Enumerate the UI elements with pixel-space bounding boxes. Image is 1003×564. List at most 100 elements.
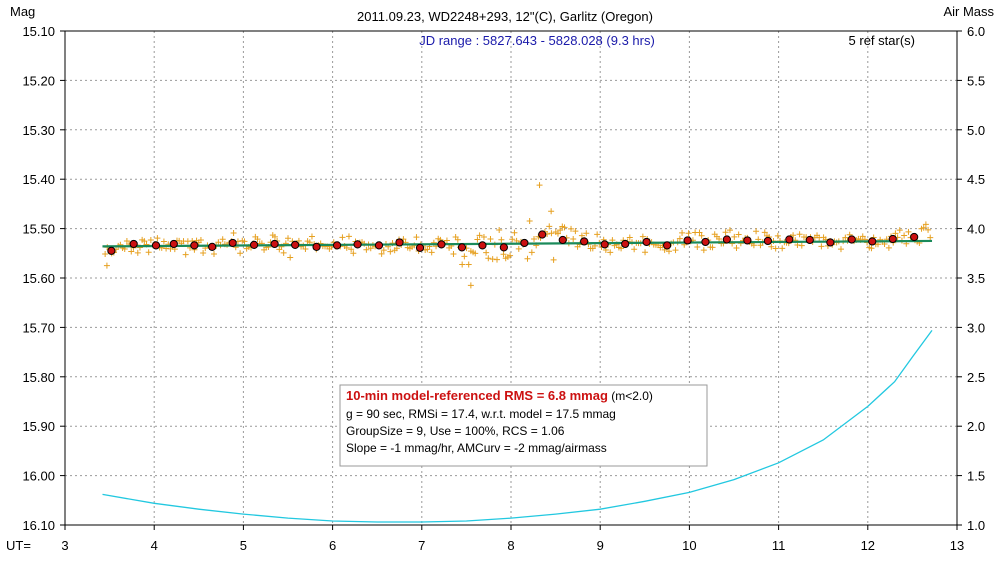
individual-point (123, 238, 130, 245)
individual-point (920, 224, 927, 231)
individual-point (779, 245, 786, 252)
individual-point (837, 246, 844, 253)
individual-point (102, 250, 109, 257)
y-right-tick-label: 4.5 (967, 172, 985, 187)
individual-point (583, 230, 590, 237)
individual-point (531, 236, 538, 243)
individual-point (735, 231, 742, 238)
individual-point (557, 227, 564, 234)
individual-point (607, 249, 614, 256)
model-fit-line (102, 239, 933, 248)
individual-point (639, 233, 646, 240)
individual-point (594, 231, 601, 238)
individual-point (511, 229, 518, 236)
group-mean-point (478, 241, 487, 250)
group-mean-point (129, 239, 138, 249)
group-mean-point (270, 239, 279, 249)
individual-point (287, 254, 294, 261)
individual-point (561, 224, 568, 231)
individual-point (922, 221, 929, 228)
group-mean-point (600, 240, 609, 249)
x-axis-label: UT= (6, 538, 31, 553)
y-right-tick-label: 6.0 (967, 24, 985, 39)
individual-point (796, 231, 803, 238)
individual-point (480, 233, 487, 240)
x-tick-label: 10 (682, 538, 696, 553)
jd-range: JD range : 5827.643 - 5828.028 (9.3 hrs) (419, 33, 655, 48)
airmass-curve (102, 330, 933, 523)
individual-point (772, 245, 779, 252)
group-mean-point (353, 240, 362, 249)
group-mean-point (250, 240, 259, 250)
individual-point (694, 244, 701, 251)
group-mean-point (663, 241, 672, 250)
group-mean-point (332, 241, 342, 250)
individual-point (200, 249, 207, 256)
individual-point (842, 234, 849, 241)
individual-point (285, 235, 292, 242)
group-mean-point (701, 237, 710, 247)
individual-point (454, 236, 461, 243)
individual-point (818, 243, 825, 250)
x-tick-label: 11 (772, 538, 786, 553)
stats-line-1: 10-min model-referenced RMS = 6.8 mmag (… (346, 388, 653, 403)
individual-point (367, 245, 374, 252)
individual-point (280, 249, 287, 256)
individual-point (927, 234, 934, 241)
individual-point (485, 255, 492, 262)
individual-point (350, 250, 357, 257)
stats-line-2: g = 90 sec, RMSi = 17.4, w.r.t. model = … (346, 407, 616, 421)
group-mean-point (888, 234, 897, 244)
individual-point (197, 237, 204, 244)
group-mean-point (580, 237, 589, 246)
individual-point (487, 236, 494, 243)
rms-value: 10-min model-referenced RMS = 6.8 mmag (346, 388, 608, 403)
group-mean-point (107, 246, 116, 255)
individual-point (572, 228, 579, 235)
individual-point (685, 230, 692, 237)
group-mean-point (538, 230, 547, 239)
group-mean-point (743, 236, 752, 245)
individual-point (467, 282, 474, 289)
right-axis-label: Air Mass (943, 4, 994, 19)
individual-point (237, 250, 244, 257)
individual-point (526, 218, 533, 225)
y-left-tick-label: 16.10 (22, 518, 55, 533)
group-mean-point (910, 232, 919, 242)
rms-condition: (m<2.0) (608, 389, 653, 403)
group-mean-point (763, 236, 772, 246)
individual-point (700, 247, 707, 254)
individual-point (761, 229, 768, 236)
individual-point (901, 232, 908, 239)
x-tick-label: 4 (151, 538, 158, 553)
individual-point (210, 250, 217, 257)
individual-point (128, 248, 135, 255)
y-left-tick-label: 15.80 (22, 370, 55, 385)
individual-point (709, 244, 716, 251)
individual-point (618, 245, 625, 252)
individual-point (570, 235, 577, 242)
group-mean-point (826, 238, 835, 247)
group-mean-point (847, 235, 856, 244)
individual-point (905, 228, 912, 235)
x-tick-label: 6 (329, 538, 336, 553)
individual-point (507, 252, 514, 259)
individual-point (450, 250, 457, 257)
individual-point (254, 236, 261, 243)
y-right-tick-label: 3.5 (967, 271, 985, 286)
individual-point (145, 249, 152, 256)
individual-point (528, 249, 535, 256)
individual-point (496, 226, 503, 233)
individual-point (345, 233, 352, 240)
individual-point (679, 229, 686, 236)
individual-point (413, 234, 420, 241)
group-mean-point (642, 237, 651, 247)
y-left-tick-label: 15.10 (22, 24, 55, 39)
group-mean-point (169, 239, 178, 249)
y-left-tick-label: 15.50 (22, 222, 55, 237)
individual-point (474, 236, 481, 243)
individual-point (241, 238, 248, 245)
individual-point (768, 243, 775, 250)
group-mean-point (151, 241, 161, 250)
individual-point (494, 256, 501, 263)
